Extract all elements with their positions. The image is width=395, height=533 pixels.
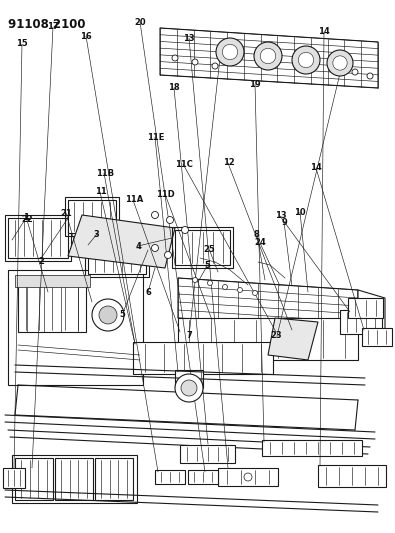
Text: 11D: 11D: [156, 190, 175, 199]
Bar: [172, 227, 233, 268]
Circle shape: [181, 380, 197, 396]
Text: 18: 18: [168, 84, 180, 92]
Circle shape: [172, 55, 178, 61]
Text: 15: 15: [16, 39, 28, 48]
Bar: [55, 458, 93, 500]
Polygon shape: [178, 278, 358, 330]
Bar: [15, 275, 90, 287]
Bar: [262, 440, 362, 456]
Bar: [8, 218, 68, 258]
Text: 8: 8: [254, 230, 260, 239]
Circle shape: [207, 280, 213, 286]
Text: 12: 12: [223, 158, 235, 167]
Circle shape: [99, 306, 117, 324]
Circle shape: [367, 73, 373, 79]
Bar: [8, 270, 143, 385]
Circle shape: [333, 56, 347, 70]
Circle shape: [152, 212, 158, 219]
Bar: [88, 238, 146, 274]
Circle shape: [167, 216, 173, 223]
Polygon shape: [68, 215, 175, 268]
Text: 13: 13: [275, 212, 286, 220]
Bar: [175, 230, 230, 265]
Bar: [188, 470, 218, 484]
Text: 14: 14: [318, 28, 330, 36]
Text: 20: 20: [134, 18, 146, 27]
Circle shape: [292, 46, 320, 74]
Text: 25: 25: [203, 245, 215, 254]
Bar: [5, 215, 71, 261]
Text: 11: 11: [95, 188, 107, 196]
Text: 11C: 11C: [175, 160, 193, 168]
Text: 11E: 11E: [147, 133, 165, 142]
Circle shape: [237, 287, 243, 293]
Circle shape: [181, 227, 188, 233]
Text: 19: 19: [249, 80, 261, 88]
Bar: [133, 342, 273, 374]
Text: 2: 2: [39, 257, 44, 265]
Text: 91108 2100: 91108 2100: [8, 18, 85, 31]
Text: 11A: 11A: [125, 196, 143, 204]
Text: 11B: 11B: [96, 169, 114, 177]
Text: 5: 5: [120, 310, 125, 319]
Bar: [12, 455, 137, 503]
Bar: [362, 328, 392, 346]
Circle shape: [152, 245, 158, 252]
Bar: [65, 197, 119, 236]
Circle shape: [222, 285, 228, 289]
Bar: [340, 310, 382, 334]
Bar: [178, 318, 358, 360]
Text: 10: 10: [294, 208, 306, 216]
Bar: [155, 470, 185, 484]
Polygon shape: [160, 28, 378, 88]
Circle shape: [327, 50, 353, 76]
Circle shape: [175, 374, 203, 402]
Circle shape: [92, 299, 124, 331]
Text: 14: 14: [310, 164, 322, 172]
Text: 22: 22: [21, 215, 33, 224]
Circle shape: [192, 278, 198, 282]
Bar: [95, 458, 133, 500]
Bar: [85, 235, 149, 277]
Bar: [175, 370, 203, 388]
Text: 13: 13: [183, 34, 195, 43]
Polygon shape: [268, 318, 318, 360]
Bar: [68, 200, 116, 233]
Text: 6: 6: [145, 288, 151, 296]
Circle shape: [254, 42, 282, 70]
Circle shape: [192, 59, 198, 65]
Bar: [348, 298, 383, 318]
Circle shape: [216, 38, 244, 66]
Polygon shape: [358, 290, 385, 340]
Text: 16: 16: [80, 32, 92, 41]
Text: 23: 23: [271, 332, 282, 340]
Bar: [18, 282, 86, 332]
Text: 4: 4: [135, 242, 141, 251]
Circle shape: [260, 49, 276, 64]
Circle shape: [352, 69, 358, 75]
Circle shape: [164, 252, 171, 259]
Text: 9: 9: [282, 218, 287, 227]
Text: 24: 24: [254, 238, 266, 247]
Text: 7: 7: [187, 332, 192, 340]
Text: 17: 17: [47, 22, 59, 31]
Bar: [15, 458, 53, 500]
Circle shape: [244, 473, 252, 481]
Text: 1: 1: [23, 213, 28, 222]
Circle shape: [212, 63, 218, 69]
Text: 21: 21: [60, 209, 72, 217]
Bar: [180, 445, 235, 463]
Bar: [218, 468, 278, 486]
Bar: [3, 468, 25, 488]
Text: 5: 5: [205, 261, 210, 270]
Circle shape: [298, 52, 314, 68]
Circle shape: [252, 290, 258, 295]
Text: 3: 3: [94, 230, 100, 239]
Bar: [318, 465, 386, 487]
Circle shape: [222, 44, 238, 60]
